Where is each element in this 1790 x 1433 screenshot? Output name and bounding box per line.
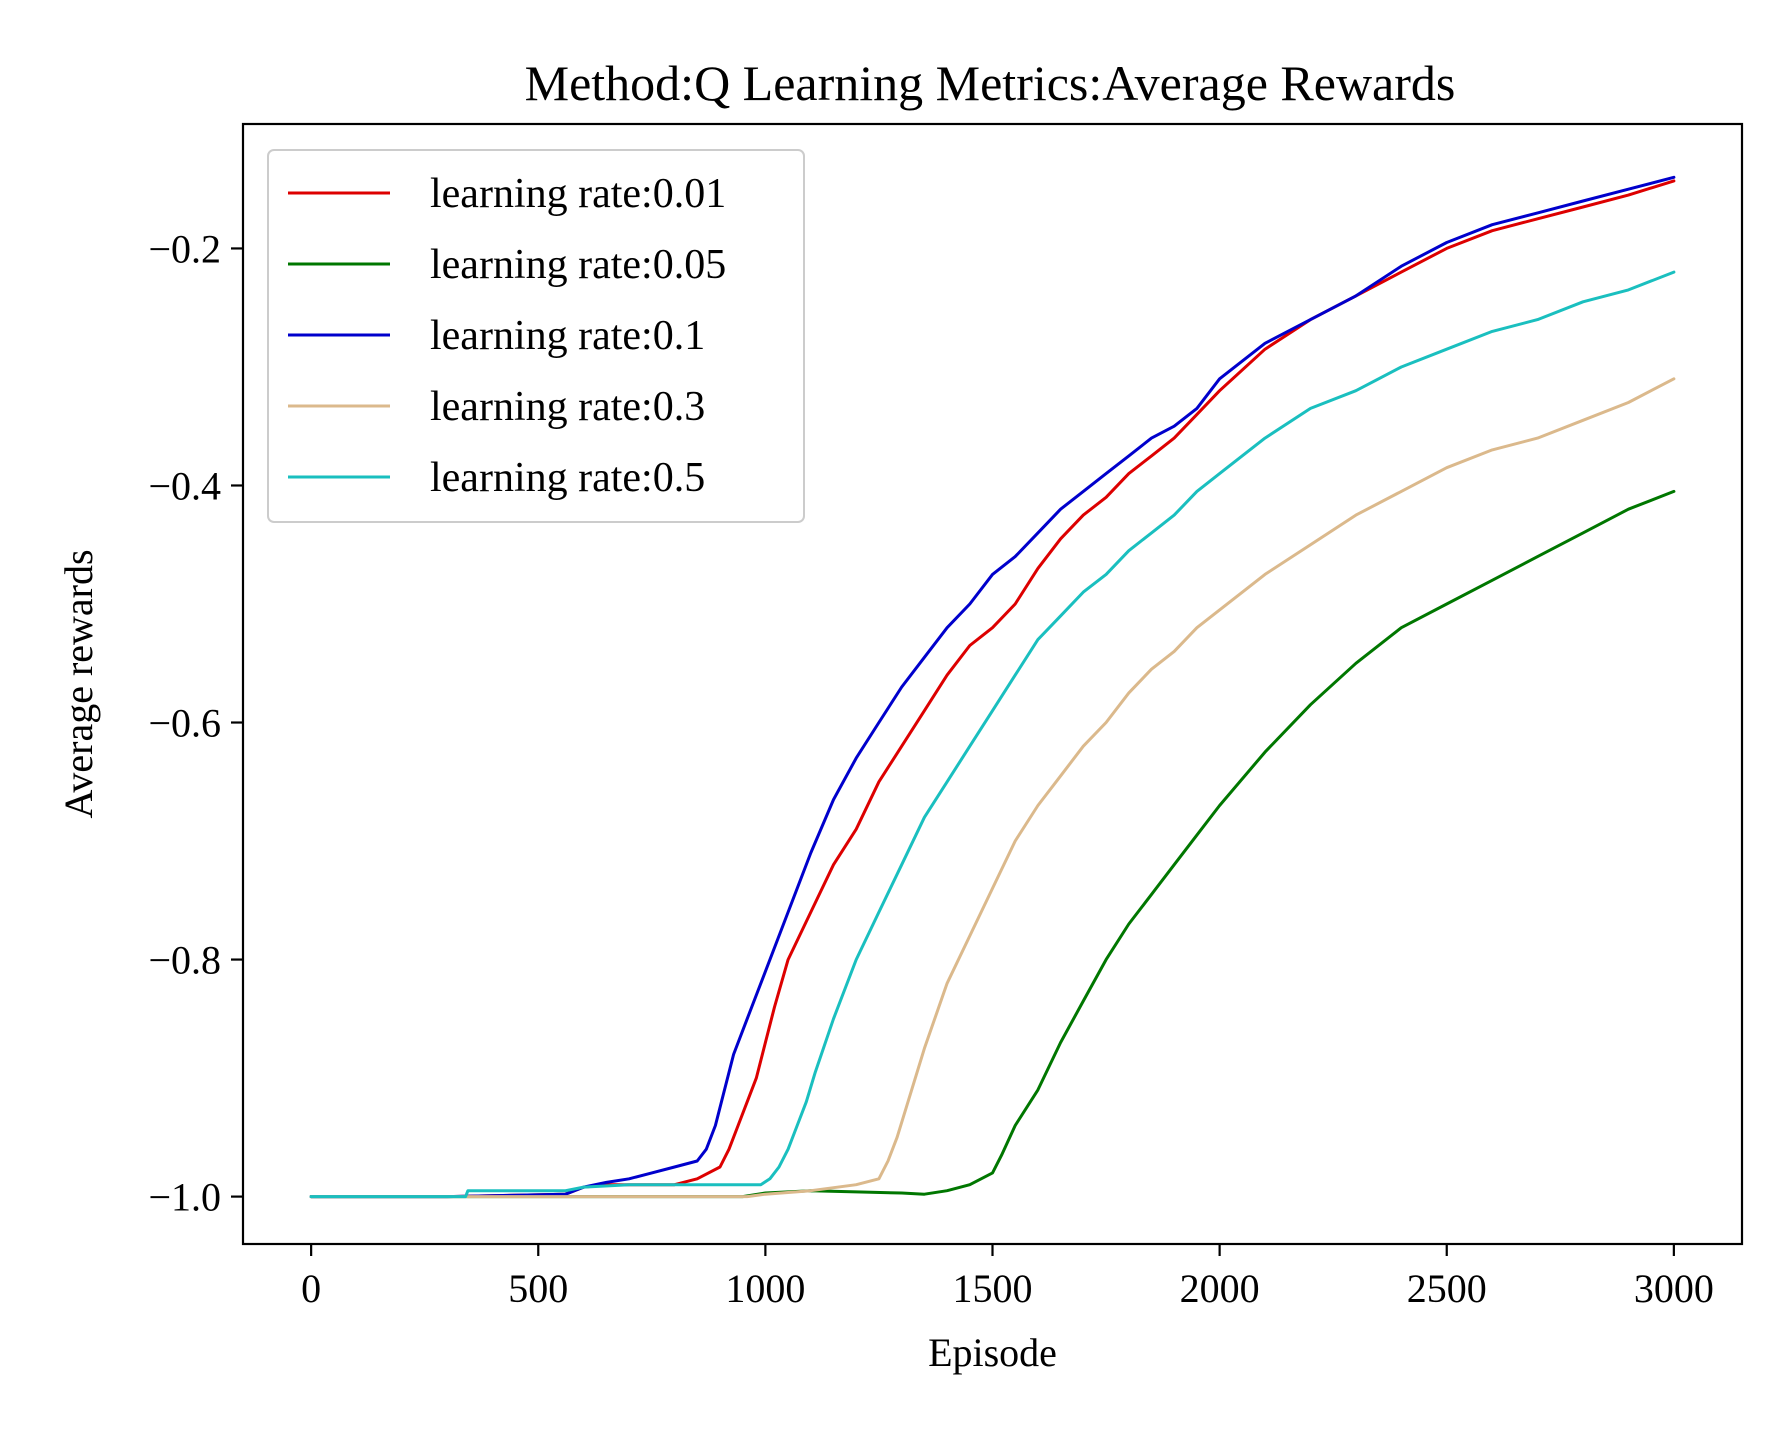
series-layer — [309, 175, 1676, 1199]
chart-title: Method:Q Learning Metrics:Average Reward… — [525, 55, 1456, 111]
y-tick-label: −0.6 — [148, 701, 221, 746]
y-axis: −1.0 −0.8 −0.6 −0.4 −0.2 — [148, 226, 243, 1220]
y-tick-label: −0.2 — [148, 226, 221, 271]
y-tick-label: −1.0 — [148, 1175, 221, 1220]
x-tick-label: 2000 — [1180, 1266, 1260, 1311]
x-tick-label: 2500 — [1407, 1266, 1487, 1311]
x-axis: 0 500 1000 1500 2000 2500 3000 — [301, 1244, 1714, 1311]
legend-label-0: learning rate:0.01 — [430, 171, 726, 217]
x-tick-label: 0 — [301, 1266, 321, 1311]
x-tick-label: 1500 — [953, 1266, 1033, 1311]
series-line-4 — [309, 270, 1676, 1199]
series-line-2 — [309, 175, 1676, 1199]
legend-box — [267, 149, 805, 523]
legend-label-4: learning rate:0.5 — [430, 455, 705, 501]
legend: learning rate:0.01 learning rate:0.05 lear… — [267, 149, 805, 523]
y-tick-label: −0.8 — [148, 938, 221, 983]
series-line-3 — [309, 377, 1676, 1199]
y-tick-label: −0.4 — [148, 463, 221, 508]
legend-label-3: learning rate:0.3 — [430, 384, 705, 430]
y-axis-label: Average rewards — [56, 549, 101, 818]
legend-label-1: learning rate:0.05 — [430, 242, 726, 288]
series-line-1 — [309, 489, 1676, 1199]
legend-label-2: learning rate:0.1 — [430, 313, 705, 359]
x-axis-label: Episode — [928, 1330, 1057, 1375]
x-tick-label: 500 — [508, 1266, 568, 1311]
x-tick-label: 1000 — [725, 1266, 805, 1311]
x-tick-label: 3000 — [1634, 1266, 1714, 1311]
